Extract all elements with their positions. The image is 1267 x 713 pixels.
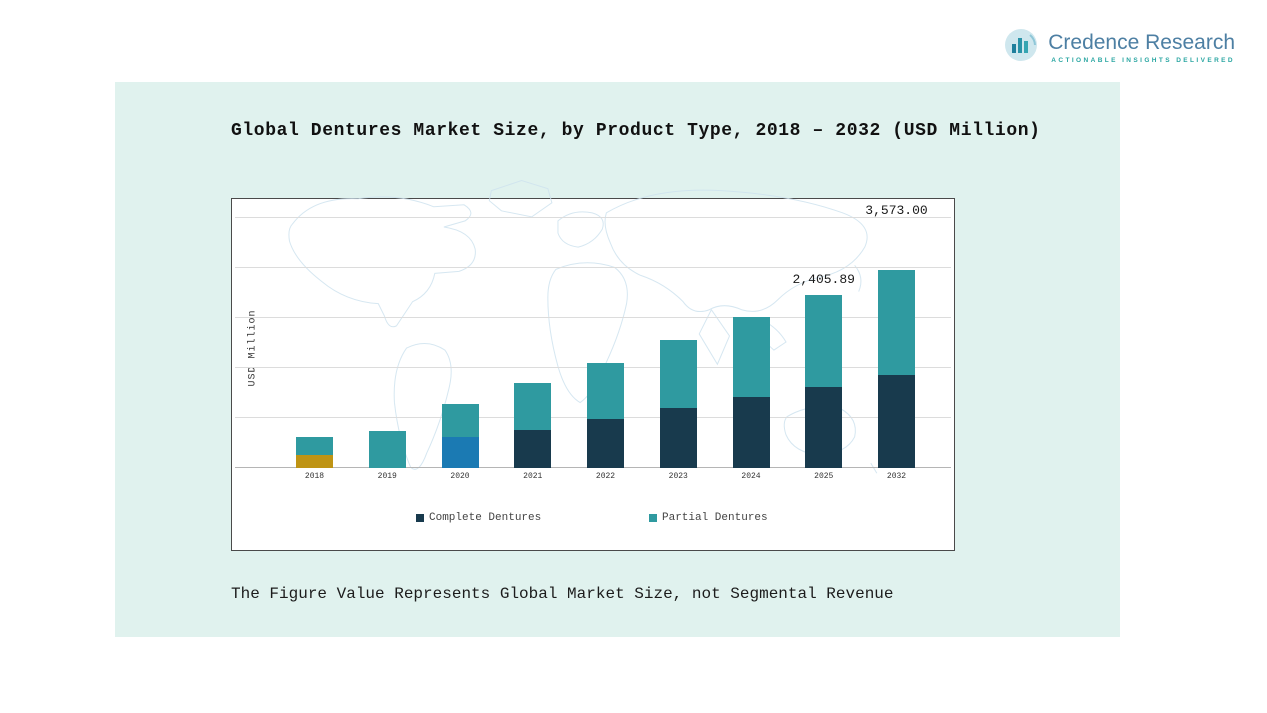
legend-swatch <box>416 514 424 522</box>
bar-segment <box>659 408 697 468</box>
bar-segment <box>878 375 915 468</box>
bar-segment <box>878 270 915 376</box>
bar-segment <box>805 387 843 468</box>
x-tick-label: 2024 <box>741 472 761 481</box>
legend-item: Complete Dentures <box>416 512 541 524</box>
bar-value-label: 2,405.89 <box>792 272 855 288</box>
bar-column-2023: 2023 <box>659 198 697 481</box>
bar-chart-logo-icon <box>1002 26 1040 69</box>
x-tick-label: 2018 <box>304 472 325 481</box>
bar-segment <box>514 383 552 431</box>
bar-segment <box>514 430 552 468</box>
gridline <box>235 217 951 218</box>
bar-segment <box>441 404 479 437</box>
bars-layer: 2018 2019 2020 2021 2022 2023 2024 2025 2,405.89… <box>296 198 928 481</box>
bar-column-2020: 2020 <box>441 198 479 481</box>
bar-column-2024: 2024 <box>732 198 770 481</box>
credence-research-logo: Credence Research Actionable Insights De… <box>1002 26 1235 69</box>
bar-segment <box>659 340 697 409</box>
bar-column-2021: 2021 <box>514 198 552 481</box>
logo-tagline: Actionable Insights Delivered <box>1051 56 1235 64</box>
bar-segment <box>587 363 624 420</box>
slide-panel: Global Dentures Market Size, by Product … <box>115 82 1120 637</box>
legend-item: Partial Dentures <box>649 512 768 524</box>
legend-label: Complete Dentures <box>429 512 542 524</box>
bar-segment <box>296 437 333 455</box>
bar-column-2022: 2022 <box>587 198 624 481</box>
x-tick-label: 2019 <box>377 472 397 481</box>
chart-plot: USD Million 2018 2019 2020 2021 2022 2023 2024… <box>231 198 955 551</box>
bar-segment <box>732 317 770 398</box>
legend-swatch <box>649 514 657 522</box>
bar-column-2032: 2032 3,573.00 <box>865 198 927 481</box>
logo-brand-text: Credence Research <box>1048 31 1235 55</box>
x-tick-label: 2020 <box>450 472 470 481</box>
bar-value-label: 3,573.00 <box>865 203 928 218</box>
bar-column-2019: 2019 <box>368 198 406 481</box>
bar-segment <box>441 437 479 468</box>
bar-segment <box>296 455 333 468</box>
x-tick-label: 2022 <box>595 472 616 481</box>
bar-segment <box>805 295 843 387</box>
legend-label: Partial Dentures <box>662 512 768 524</box>
x-tick-label: 2021 <box>523 472 543 481</box>
bar-segment <box>587 419 624 468</box>
chart-legend: Complete Dentures Partial Dentures <box>231 512 955 528</box>
gridline <box>235 267 951 268</box>
bar-segment <box>368 431 406 468</box>
x-tick-label: 2023 <box>668 472 688 481</box>
chart-footnote: The Figure Value Represents Global Marke… <box>231 585 894 603</box>
bar-column-2018: 2018 <box>296 198 333 481</box>
x-tick-label: 2032 <box>886 472 907 481</box>
chart-title: Global Dentures Market Size, by Product … <box>231 121 1041 141</box>
bar-column-2025: 2025 2,405.89 <box>793 198 855 481</box>
x-tick-label: 2025 <box>814 472 834 481</box>
bar-segment <box>732 397 770 468</box>
gridline <box>235 317 951 318</box>
